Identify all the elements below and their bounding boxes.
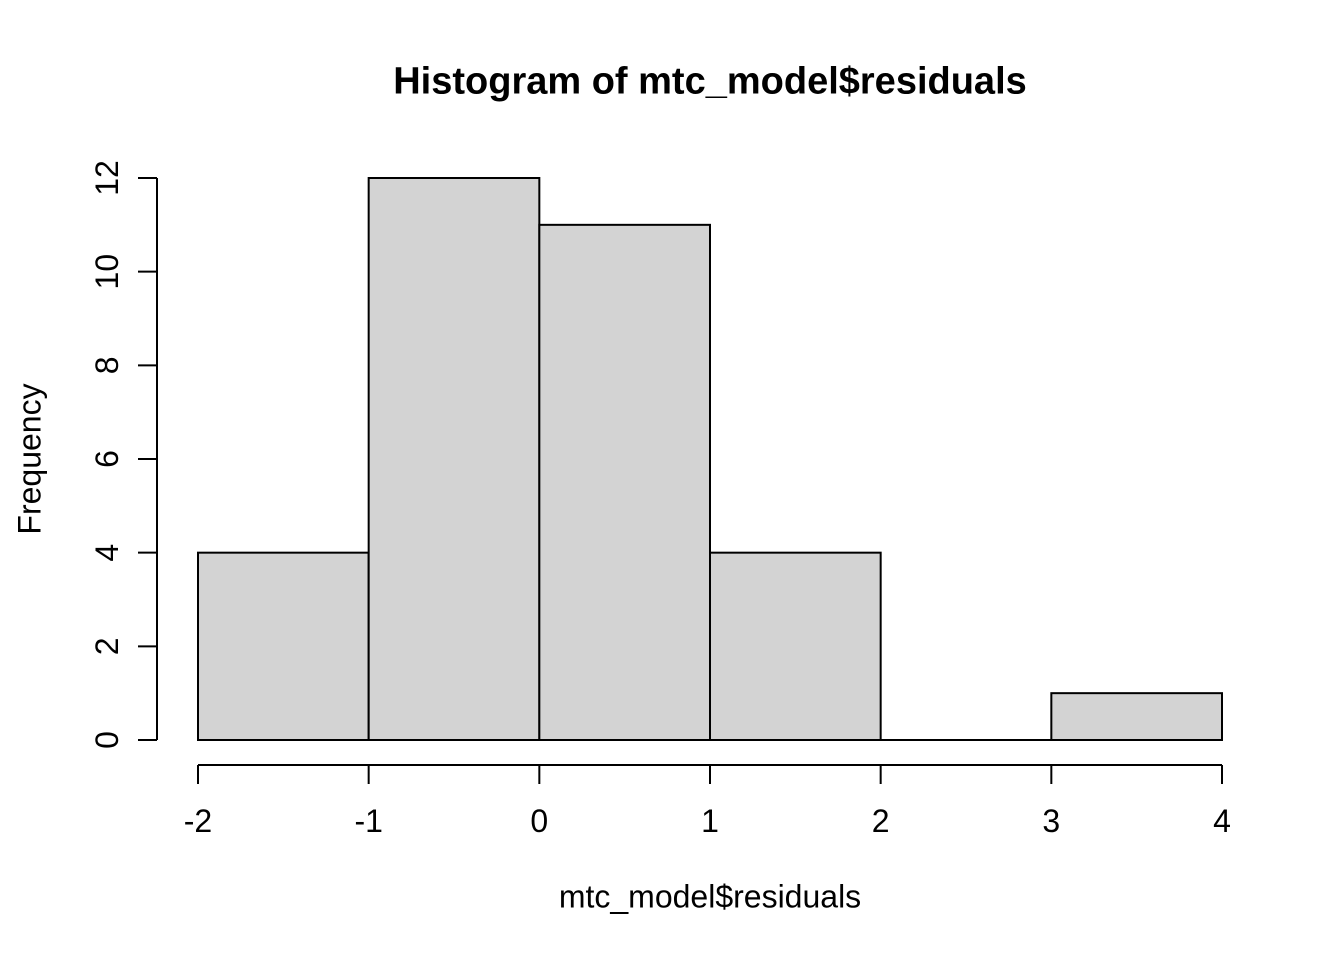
x-tick-label: 3 [1042, 803, 1060, 839]
y-tick-label: 10 [89, 254, 125, 290]
y-tick-label: 12 [89, 160, 125, 196]
chart-title: Histogram of mtc_model$residuals [393, 60, 1027, 103]
y-tick-label: 2 [89, 637, 125, 655]
y-tick-label: 0 [89, 731, 125, 749]
y-tick-label: 4 [89, 544, 125, 562]
x-tick-label: 2 [872, 803, 890, 839]
y-tick-label: 6 [89, 450, 125, 468]
histogram-bar [538, 223, 711, 742]
y-tick-label: 8 [89, 356, 125, 374]
histogram-bar [709, 551, 882, 742]
x-axis-title: mtc_model$residuals [558, 878, 862, 915]
histogram-bar [197, 551, 370, 742]
histogram-bar [1050, 692, 1224, 742]
x-tick-label: -1 [354, 803, 382, 839]
x-tick-label: -2 [184, 803, 212, 839]
x-tick-label: 0 [530, 803, 548, 839]
x-tick-label: 4 [1213, 803, 1231, 839]
x-tick-label: 1 [701, 803, 719, 839]
histogram-bar [367, 177, 541, 741]
